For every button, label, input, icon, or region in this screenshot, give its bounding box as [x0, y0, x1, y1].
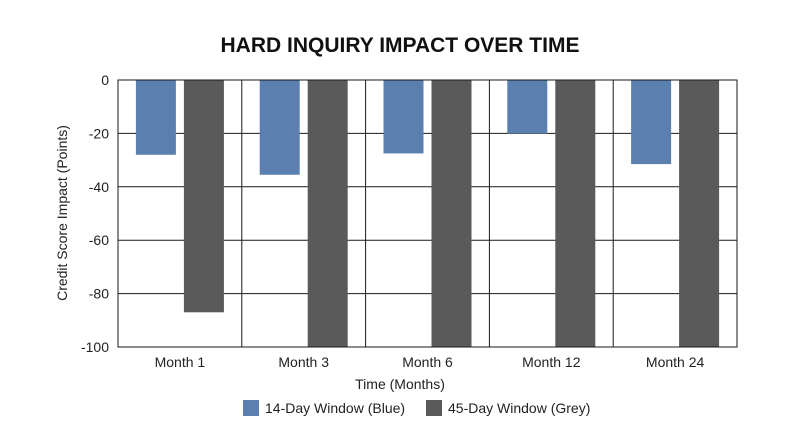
y-tick-label: -40	[89, 179, 109, 195]
y-tick-label: -100	[81, 339, 109, 355]
chart-title: HARD INQUIRY IMPACT OVER TIME	[221, 34, 580, 57]
y-axis-ticks: 0 -20 -40 -60 -80 -100	[81, 72, 109, 355]
x-axis-ticks: Month 1 Month 3 Month 6 Month 12 Month 24	[155, 354, 705, 370]
x-axis-label: Time (Months)	[355, 376, 445, 392]
bar-series-2	[183, 80, 224, 313]
x-tick-label: Month 24	[646, 354, 705, 370]
legend-label: 14-Day Window (Blue)	[265, 400, 405, 416]
bar-series-1	[631, 80, 672, 165]
bars	[135, 80, 720, 347]
y-tick-label: -20	[89, 125, 109, 141]
x-tick-label: Month 3	[278, 354, 329, 370]
legend-swatch	[426, 400, 442, 416]
y-axis-label: Credit Score Impact (Points)	[54, 125, 70, 301]
y-tick-label: -60	[89, 232, 109, 248]
y-tick-label: 0	[101, 72, 109, 88]
y-tick-label: -80	[89, 286, 109, 302]
plot-frame	[117, 79, 738, 348]
legend-label: 45-Day Window (Grey)	[448, 400, 590, 416]
bar-series-2	[307, 80, 348, 347]
bar-series-1	[383, 80, 424, 154]
legend: 14-Day Window (Blue) 45-Day Window (Grey)	[243, 400, 590, 416]
x-tick-label: Month 12	[522, 354, 581, 370]
legend-swatch	[243, 400, 259, 416]
bar-series-2	[679, 80, 720, 347]
x-tick-label: Month 1	[155, 354, 206, 370]
plot-border	[117, 79, 738, 348]
bar-series-1	[135, 80, 176, 155]
bar-series-2	[555, 80, 596, 347]
bar-series-2	[431, 80, 472, 347]
bar-series-1	[259, 80, 300, 175]
x-tick-label: Month 6	[402, 354, 453, 370]
bar-series-1	[507, 80, 548, 134]
